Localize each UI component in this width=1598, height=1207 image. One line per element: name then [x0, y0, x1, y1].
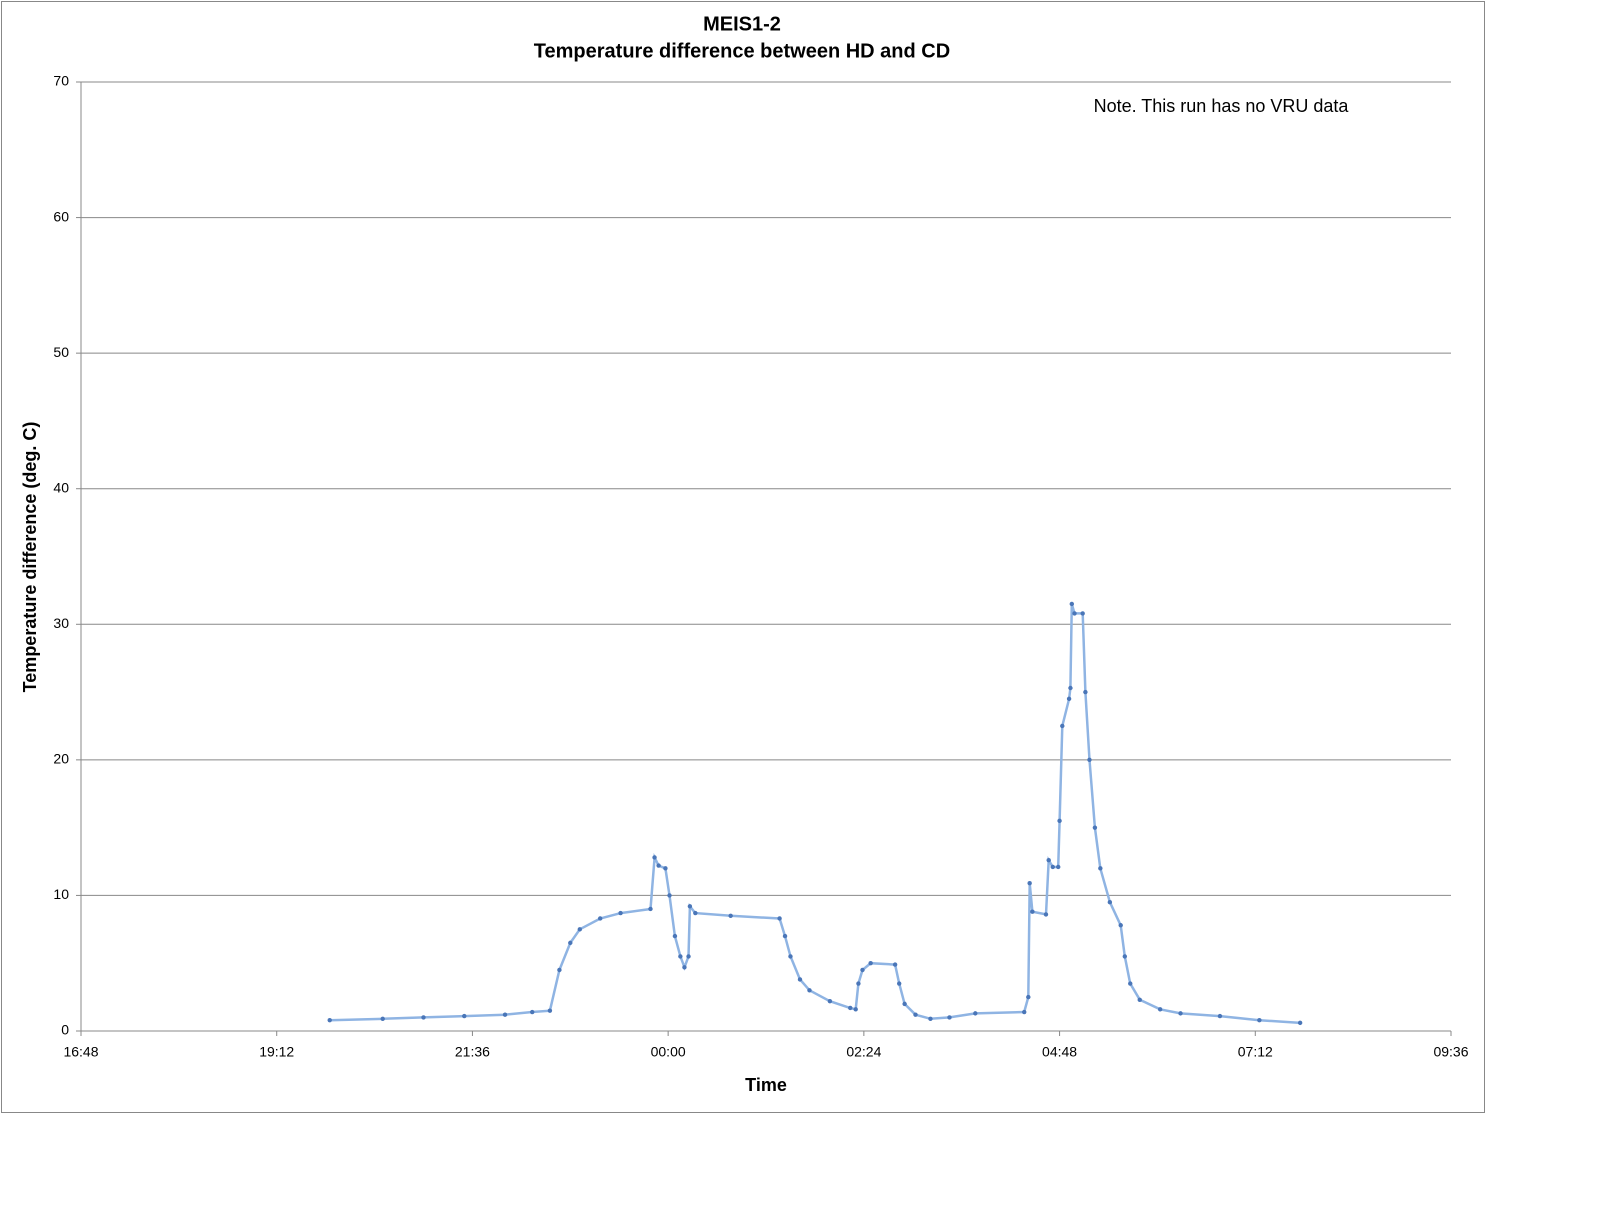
data-point [530, 1009, 535, 1015]
data-point [1072, 611, 1077, 616]
data-point [1118, 923, 1123, 928]
data-point [973, 1011, 978, 1016]
data-point [1057, 818, 1062, 824]
y-tick-label: 30 [53, 615, 69, 631]
x-tick-label: 07:12 [1238, 1044, 1273, 1060]
data-point [682, 965, 687, 970]
data-point [687, 904, 693, 909]
data-point [1098, 866, 1103, 871]
data-point [868, 961, 873, 966]
data-point [856, 981, 861, 986]
data-point [568, 940, 573, 946]
data-point [1178, 1011, 1183, 1016]
x-tick-label: 21:36 [455, 1044, 490, 1060]
x-tick-label: 09:36 [1433, 1044, 1468, 1060]
data-point [502, 1012, 508, 1017]
y-tick-label: 20 [53, 751, 69, 767]
data-point [827, 998, 833, 1004]
data-point [686, 954, 691, 959]
data-point [652, 855, 657, 860]
data-point [896, 981, 902, 986]
data-point [1137, 997, 1142, 1003]
data-point [1257, 1017, 1262, 1023]
data-point [797, 977, 803, 982]
data-point [892, 962, 898, 967]
y-tick-label: 0 [61, 1022, 69, 1038]
data-point [788, 954, 793, 959]
data-point [1050, 864, 1055, 870]
data-point [648, 906, 653, 912]
data-point [807, 988, 812, 993]
data-point [693, 910, 698, 916]
data-point [462, 1013, 467, 1019]
y-tick-label: 40 [53, 479, 69, 495]
data-point [1122, 954, 1128, 959]
x-tick-label: 02:24 [846, 1044, 881, 1060]
data-point [1069, 601, 1075, 607]
x-tick-label: 00:00 [651, 1044, 686, 1060]
data-point [913, 1012, 918, 1017]
data-point [380, 1016, 385, 1021]
data-point [782, 933, 788, 939]
data-point [1022, 1009, 1027, 1015]
y-tick-label: 60 [53, 208, 69, 224]
y-tick-label: 10 [53, 886, 69, 902]
data-point [656, 863, 661, 868]
data-point [1043, 912, 1049, 917]
data-point [1297, 1020, 1303, 1026]
chart-subtitle: Temperature difference between HD and CD [534, 40, 950, 62]
data-point [1107, 900, 1113, 905]
data-point [1066, 696, 1072, 702]
data-point [327, 1017, 332, 1023]
data-point [902, 1001, 907, 1007]
data-point [777, 916, 782, 921]
data-point [663, 866, 668, 871]
data-point [1087, 757, 1092, 763]
x-tick-label: 16:48 [63, 1044, 98, 1060]
data-point [1026, 994, 1031, 1000]
data-point [618, 910, 623, 916]
data-point [1060, 723, 1065, 729]
data-point [1128, 981, 1133, 986]
data-point [1217, 1013, 1223, 1019]
data-point [557, 967, 562, 973]
chart-title: MEIS1-2 [703, 13, 781, 35]
data-point [728, 913, 733, 918]
data-point [947, 1015, 952, 1020]
x-tick-label: 19:12 [259, 1044, 294, 1060]
x-axis-label: Time [745, 1075, 787, 1095]
data-point [1157, 1007, 1163, 1012]
data-point [577, 927, 582, 932]
data-point [853, 1007, 858, 1012]
data-point [1083, 689, 1088, 695]
data-point [1046, 857, 1051, 863]
data-point [860, 967, 865, 973]
data-point [928, 1016, 933, 1021]
data-point [1092, 825, 1098, 830]
x-tick-label: 04:48 [1042, 1044, 1077, 1060]
data-point [672, 933, 678, 939]
y-tick-label: 70 [53, 73, 69, 89]
data-point [597, 916, 603, 921]
data-point [678, 954, 683, 959]
data-point [547, 1008, 553, 1013]
data-point [421, 1015, 426, 1020]
data-point [1068, 685, 1073, 691]
data-point [848, 1005, 853, 1011]
y-axis-label: Temperature difference (deg. C) [20, 422, 40, 693]
annotation: Note. This run has no VRU data [1094, 96, 1350, 116]
data-point [1030, 909, 1035, 914]
data-point [667, 893, 672, 898]
data-point [1027, 881, 1032, 886]
data-point [1080, 611, 1085, 616]
data-point [1056, 864, 1061, 870]
chart-border [1, 1, 1485, 1113]
y-tick-label: 50 [53, 344, 69, 360]
